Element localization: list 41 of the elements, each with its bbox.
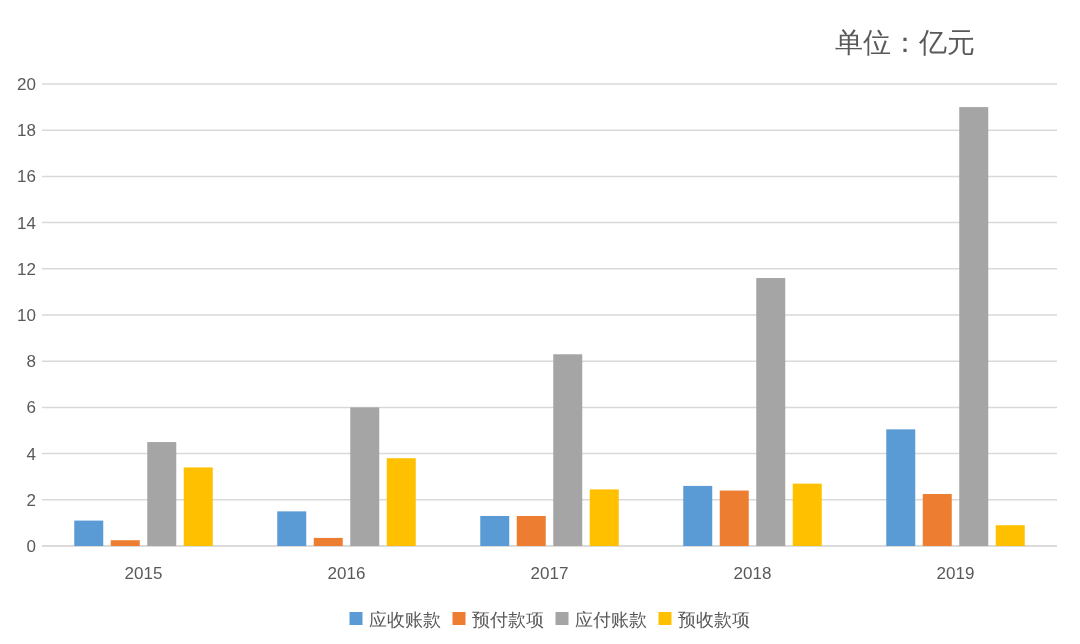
- legend-label: 应收账款: [368, 610, 441, 630]
- y-tick-label: 8: [26, 352, 36, 372]
- legend-label: 预收款项: [677, 610, 750, 630]
- bar: [110, 540, 140, 546]
- bar: [792, 483, 822, 546]
- bar: [719, 490, 749, 546]
- bar: [313, 537, 343, 546]
- bar: [589, 489, 619, 546]
- y-tick-label: 4: [26, 444, 36, 464]
- legend-label: 预付款项: [471, 610, 544, 630]
- bar: [995, 525, 1025, 546]
- bar: [350, 407, 380, 546]
- y-tick-label: 6: [26, 398, 36, 418]
- y-tick-label: 12: [17, 259, 36, 279]
- bar: [959, 107, 989, 546]
- y-tick-label: 2: [26, 490, 36, 510]
- y-tick-label: 16: [17, 167, 36, 187]
- bar: [756, 278, 786, 546]
- bar: [516, 515, 546, 546]
- bar: [683, 485, 713, 546]
- x-tick-label: 2018: [733, 564, 772, 583]
- bar: [480, 515, 510, 546]
- bar: [147, 442, 177, 546]
- x-tick-label: 2016: [327, 564, 366, 583]
- x-tick-label: 2015: [124, 564, 163, 583]
- x-tick-label: 2019: [936, 564, 975, 583]
- text: 单位：亿元: [835, 27, 975, 58]
- y-tick-label: 0: [26, 537, 36, 556]
- y-tick-label: 20: [17, 75, 36, 94]
- y-tick-label: 10: [17, 306, 36, 325]
- bar: [922, 494, 952, 546]
- bar: [386, 458, 416, 546]
- bar: [74, 520, 104, 546]
- bar: [183, 467, 213, 546]
- legend-label: 应付账款: [574, 610, 647, 630]
- x-tick-label: 2017: [530, 564, 569, 583]
- bar: [553, 354, 583, 546]
- bar: [277, 511, 307, 546]
- y-tick-label: 14: [17, 213, 36, 233]
- y-tick-label: 18: [17, 121, 36, 141]
- bar: [886, 429, 916, 546]
